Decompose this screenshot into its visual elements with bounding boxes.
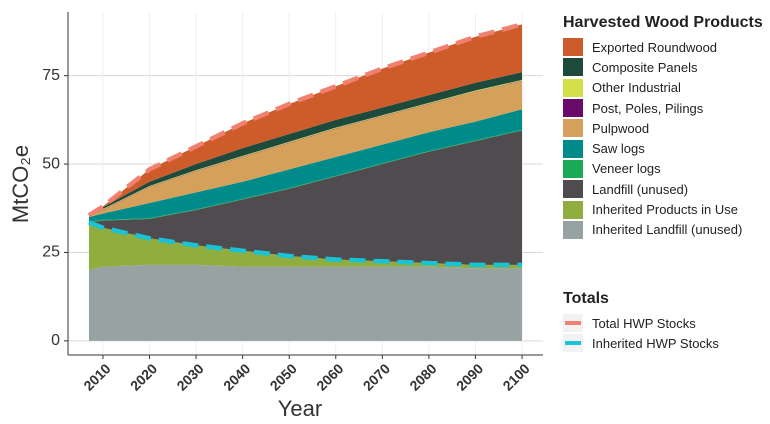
legend-swatch [563,38,583,57]
x-tick-label: 2030 [173,360,206,393]
legend-title: Harvested Wood Products [563,14,763,31]
legend-label: Inherited HWP Stocks [592,335,719,351]
legend-item: Saw logs [563,138,763,158]
line [87,22,523,218]
legend-item: Composite Panels [563,57,763,77]
legend-swatch [563,220,583,239]
y-tick-label: 50 [42,155,60,172]
y-axis-title: MtCO₂e [8,145,33,223]
legend-label: Inherited Products in Use [592,202,738,218]
legend-label: Total HWP Stocks [592,315,696,331]
legend-label: Saw logs [592,141,645,157]
legend-item: Total HWP Stocks [563,313,763,333]
legend-item: Other Industrial [563,78,763,98]
x-tick-label: 2090 [453,360,486,393]
legend-swatch [563,180,583,199]
legend-label: Landfill (unused) [592,181,689,197]
legend-item: Inherited HWP Stocks [563,333,763,353]
legend-line [565,321,581,326]
x-tick-label: 2080 [406,360,439,393]
legend-swatch [563,139,583,158]
legend-label: Post, Poles, Pilings [592,100,704,116]
y-tick-label: 0 [51,332,60,349]
x-tick-label: 2020 [127,360,160,393]
legend-line [565,341,581,346]
legend-swatch [563,334,583,353]
legend: Harvested Wood Products Exported Roundwo… [563,14,763,240]
line [88,220,523,268]
legend-swatch [563,99,583,118]
x-tick-label: 2060 [313,360,346,393]
x-tick-label: 2040 [220,360,253,393]
legend-label: Other Industrial [592,80,681,96]
legend-item: Exported Roundwood [563,37,763,57]
area [88,80,523,218]
legend-swatch [563,159,583,178]
y-tick-label: 25 [42,244,60,261]
area [88,222,523,271]
legend-swatch [563,78,583,97]
legend-item: Landfill (unused) [563,179,763,199]
x-axis-title: Year [278,396,322,421]
area [88,24,523,215]
legend-item: Veneer logs [563,159,763,179]
legend-item: Inherited Landfill (unused) [563,220,763,240]
x-tick-label: 2070 [360,360,393,393]
legend-item: Post, Poles, Pilings [563,98,763,118]
legend-label: Veneer logs [592,161,661,177]
area [88,130,523,265]
area [88,264,523,341]
legend-label: Composite Panels [592,59,698,75]
legend-swatch [563,119,583,138]
legend-swatch [563,58,583,77]
y-tick-label: 75 [42,67,60,84]
x-tick-label: 2050 [267,360,300,393]
legend-swatch [563,314,583,333]
x-tick-label: 2100 [499,360,532,393]
area [88,109,523,222]
legend-label: Exported Roundwood [592,39,718,55]
legend-swatch [563,200,583,219]
legend-label: Pulpwood [592,120,650,136]
legend-item: Pulpwood [563,118,763,138]
legend-title: Totals [563,290,609,307]
legend: Totals Total HWP Stocks Inherited HWP Sto… [563,290,763,354]
legend-item: Inherited Products in Use [563,199,763,219]
x-tick-label: 2010 [80,360,113,393]
legend-label: Inherited Landfill (unused) [592,222,743,238]
area [88,72,523,215]
